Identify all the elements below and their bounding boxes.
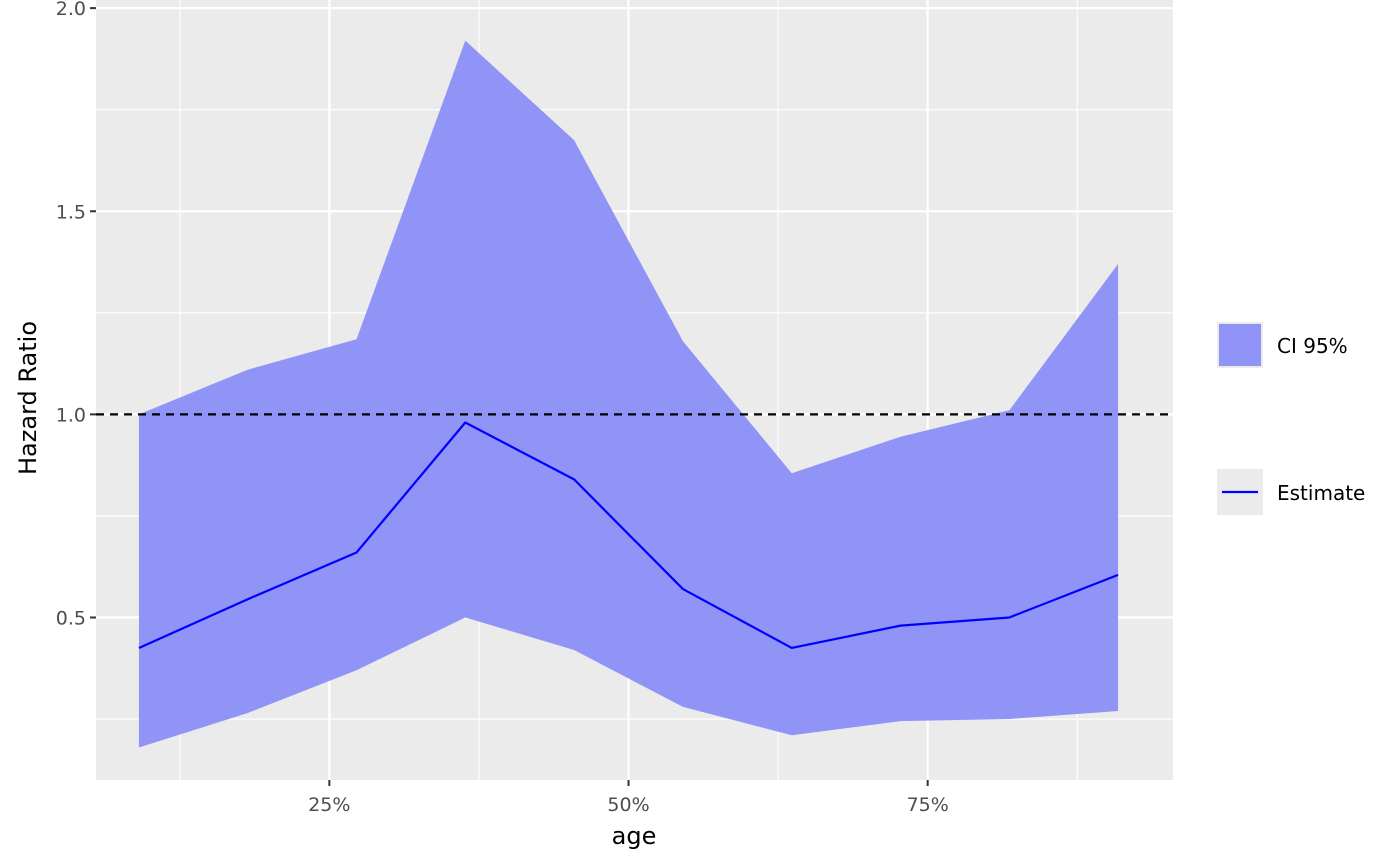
y-tick-label-2: 1.5 bbox=[56, 201, 86, 223]
ci-95-ribbon bbox=[138, 40, 1119, 748]
y-tick-label-3: 2.0 bbox=[56, 0, 86, 20]
x-axis-title: age bbox=[612, 822, 657, 850]
legend-item-estimate: Estimate bbox=[1217, 469, 1365, 515]
legend-label-ci: CI 95% bbox=[1277, 334, 1348, 358]
legend-swatch-ci bbox=[1219, 324, 1261, 366]
y-axis-title: Hazard Ratio bbox=[14, 321, 42, 475]
confidence-band-layer bbox=[138, 40, 1119, 748]
legend: CI 95% Estimate bbox=[1217, 322, 1365, 515]
y-tick-label-0: 0.5 bbox=[56, 608, 86, 630]
legend-label-estimate: Estimate bbox=[1277, 481, 1365, 505]
x-tick-label-2: 75% bbox=[907, 794, 949, 816]
estimate-line-layer bbox=[138, 421, 1119, 650]
x-axis: 25% 50% 75% bbox=[308, 780, 949, 816]
x-tick-label-0: 25% bbox=[308, 794, 350, 816]
x-tick-label-1: 50% bbox=[607, 794, 649, 816]
y-axis: 0.5 1.0 1.5 2.0 bbox=[56, 0, 96, 630]
legend-item-ci: CI 95% bbox=[1217, 322, 1348, 368]
y-tick-label-1: 1.0 bbox=[56, 404, 86, 426]
estimate-line bbox=[138, 421, 1119, 650]
